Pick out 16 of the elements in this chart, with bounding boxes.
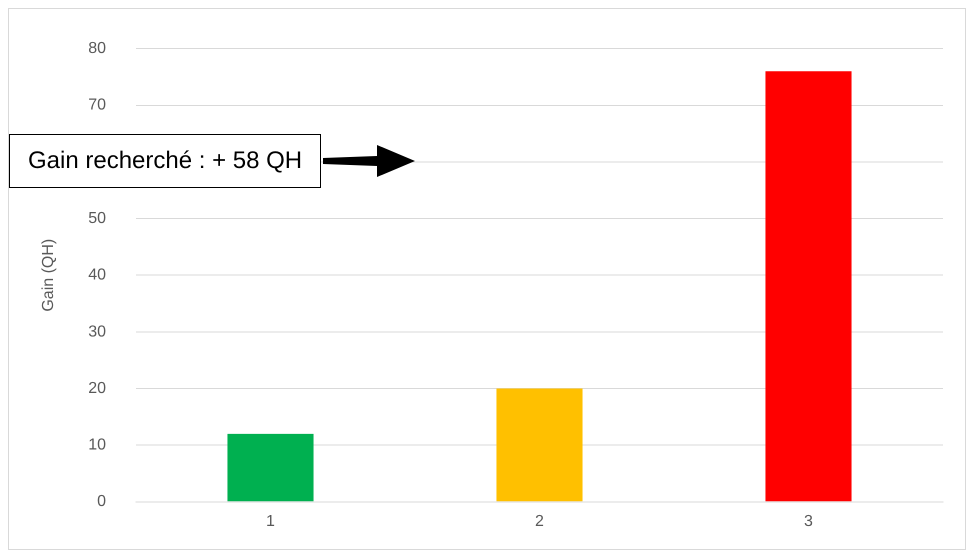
bar <box>227 434 314 502</box>
y-tick-label: 20 <box>88 380 106 397</box>
y-tick-label: 50 <box>88 210 106 227</box>
annotation: Gain recherché : + 58 QH <box>9 134 322 188</box>
y-tick-label: 40 <box>88 266 106 284</box>
y-tick-label: 80 <box>88 40 106 58</box>
x-tick-label: 1 <box>266 512 276 530</box>
y-tick-label: 0 <box>97 493 106 510</box>
y-axis-title: Gain (QH) <box>40 238 58 312</box>
y-tick-label: 70 <box>88 96 106 114</box>
bar <box>765 71 852 502</box>
x-tick-label: 2 <box>535 512 544 530</box>
bar <box>496 388 583 502</box>
x-tick-label: 3 <box>804 512 814 530</box>
y-tick-label: 10 <box>88 436 106 454</box>
y-tick-label: 30 <box>88 323 106 340</box>
